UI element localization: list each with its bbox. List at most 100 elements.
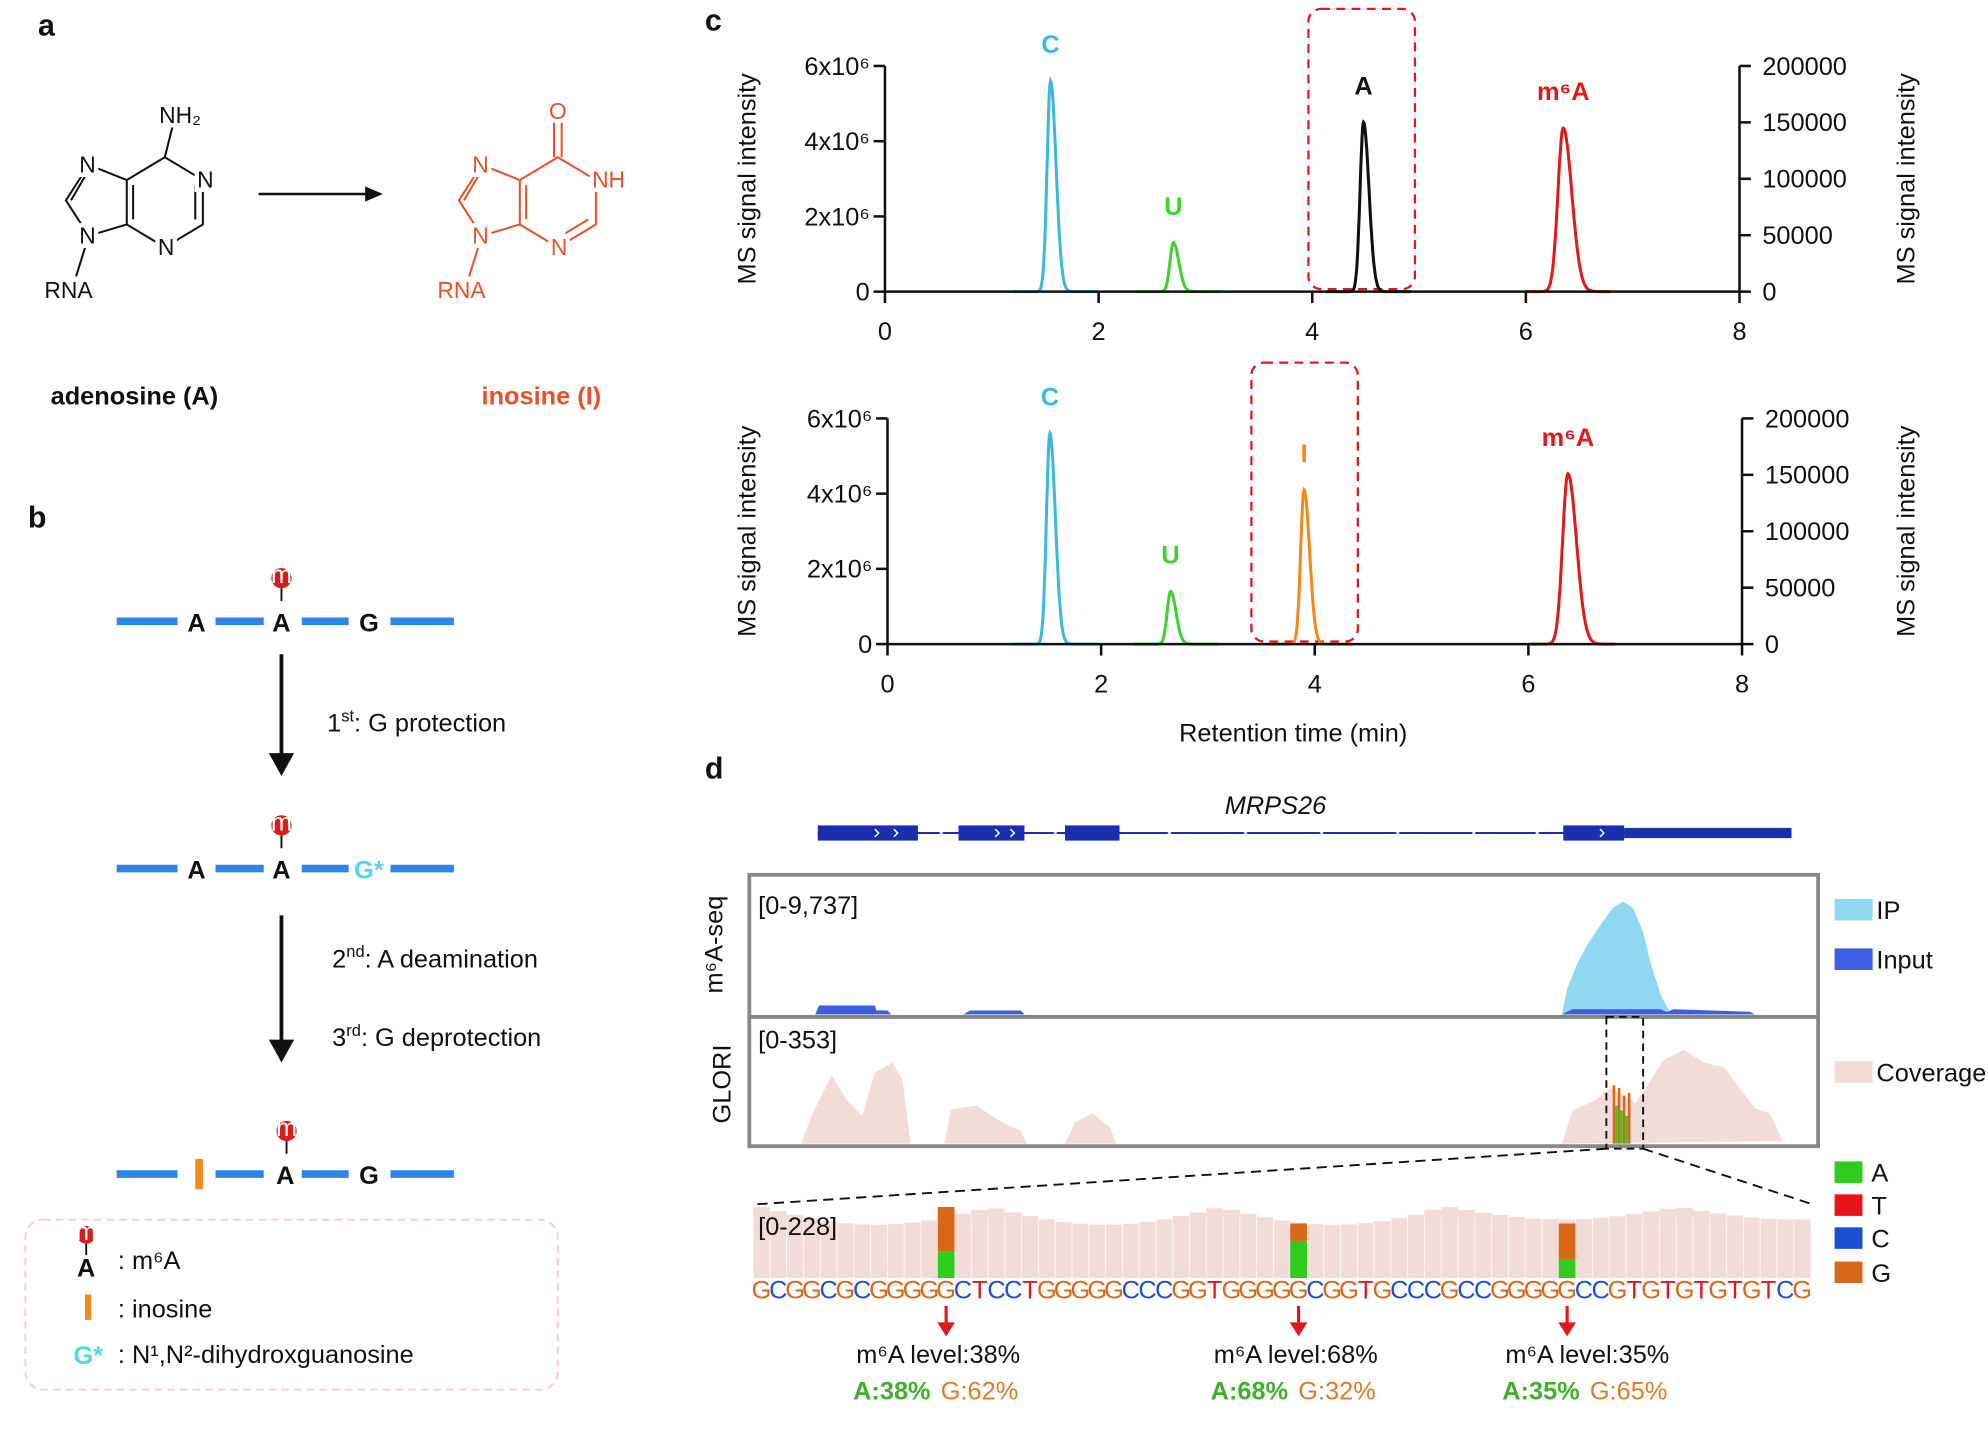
sequence-base: T [1660,1276,1675,1304]
sequence-base: G [1222,1276,1242,1304]
sequence-base: C [987,1276,1005,1304]
sequence-base: C [1592,1276,1610,1304]
sequence-base: T [1358,1276,1373,1304]
legend-text: T [1871,1193,1886,1221]
atom-label: RNA [437,277,486,303]
sequence-base: G [1641,1276,1661,1304]
compound-name: inosine (I) [482,382,602,410]
peak [1266,486,1352,646]
methyl-mark [271,568,292,589]
sequence-base: G [1322,1276,1342,1304]
sequence-base: G [1272,1276,1292,1304]
sequence-base: G [1608,1276,1628,1304]
legend-swatch [1834,948,1873,970]
x-tick-label: 4 [1308,670,1322,698]
peak-label: C [1041,384,1059,412]
sequence-base: C [769,1276,787,1304]
sequence-base: G [886,1276,906,1304]
legend-text: G [1871,1260,1891,1288]
legend-symbol: m [76,1218,97,1246]
x-tick-label: 2 [1094,670,1108,698]
sequence-base: G [936,1276,956,1304]
site-level: m⁶A level:38% [856,1341,1020,1369]
sequence-base: G [1675,1276,1695,1304]
atom-label: N [472,151,488,177]
peak [1530,471,1616,646]
track-range: [0-228] [758,1213,837,1241]
panel-label: b [28,500,47,534]
sequence-base: G [1557,1276,1577,1304]
y2-axis-label: MS signal intensity [1892,425,1920,637]
sequence-base: C [1390,1276,1408,1304]
peak-label: U [1164,193,1182,221]
sequence-base: T [972,1276,987,1304]
sequence-base: G [1373,1276,1393,1304]
y-tick-label: 4x10⁶ [807,481,872,509]
sequence-base: T [1207,1276,1222,1304]
y2-tick-label: 100000 [1765,518,1850,546]
x-tick-label: 0 [878,318,892,346]
legend-symbol: G* [74,1342,104,1370]
reaction-arrow [258,186,383,202]
sequence-base: G [1490,1276,1510,1304]
sequence-base: T [1627,1276,1642,1304]
legend-text: : m⁶A [118,1247,181,1275]
site-level: m⁶A level:35% [1505,1341,1669,1369]
atom-label: N [79,222,95,248]
track-range: [0-9,737] [758,892,858,920]
y2-tick-label: 100000 [1762,166,1847,194]
atom-label: N [472,222,488,248]
sequence-base: C [1407,1276,1425,1304]
x-tick-label: 6 [1521,670,1535,698]
y-tick-label: 6x10⁶ [804,53,869,81]
sequence-base: T [1694,1276,1709,1304]
sequence-base: G [1540,1276,1560,1304]
sequence-base: C [1004,1276,1022,1304]
x-tick-label: 8 [1735,670,1749,698]
atom-label: N [197,167,213,193]
legend-text: Coverage [1876,1060,1986,1088]
legend-swatch [1834,1227,1863,1249]
panel-label: a [38,9,56,43]
strands: A A GmA A G*mA Gm [116,561,454,1194]
y2-tick-label: 50000 [1765,575,1835,603]
sequence-base: C [1457,1276,1475,1304]
atom-label: NH [592,167,625,193]
legend-text: Input [1876,947,1932,975]
atom-label: NH₂ [159,102,201,128]
base-label: A [272,609,290,637]
sequence-base: G [1524,1276,1544,1304]
legend-swatch [1834,1061,1873,1083]
site-level: m⁶A level:68% [1214,1341,1378,1369]
base-label: G [359,609,379,637]
peak-label: A [1354,72,1372,100]
x-axis-label: Retention time (min) [1179,720,1407,748]
sequence-base: C [1155,1276,1173,1304]
methyl-symbol: m [276,1114,297,1142]
base-label: A [187,857,205,885]
site-a-fraction: A:35% [1502,1378,1579,1406]
sequence-base: G [919,1276,939,1304]
y-tick-label: 0 [858,631,872,659]
y2-tick-label: 150000 [1762,109,1847,137]
sequence-base: T [1761,1276,1776,1304]
sequence-base: G [752,1276,772,1304]
base-label: G [359,1162,379,1190]
legend-box: m A : m⁶A : inosine G* : N¹,N²-dihydroxg… [24,1218,559,1391]
peak-label: C [1041,31,1059,59]
site-a-fraction: A:68% [1211,1378,1288,1406]
methyl-symbol: m [271,808,292,836]
track-name: GLORI [708,1045,736,1124]
sequence-base: C [1138,1276,1156,1304]
sequence-base: G [1339,1276,1359,1304]
sequence-base: G [1054,1276,1074,1304]
sequence-base: G [1708,1276,1728,1304]
highlight-box [1250,361,1360,643]
step-label: 1st: G protection [327,707,506,737]
step-label: 2nd: A deamination [332,943,538,973]
site-a [1558,1258,1576,1279]
site-g [937,1207,955,1252]
sequence-base: G [903,1276,923,1304]
x-tick-label: 4 [1305,318,1319,346]
site-g [1290,1223,1307,1241]
